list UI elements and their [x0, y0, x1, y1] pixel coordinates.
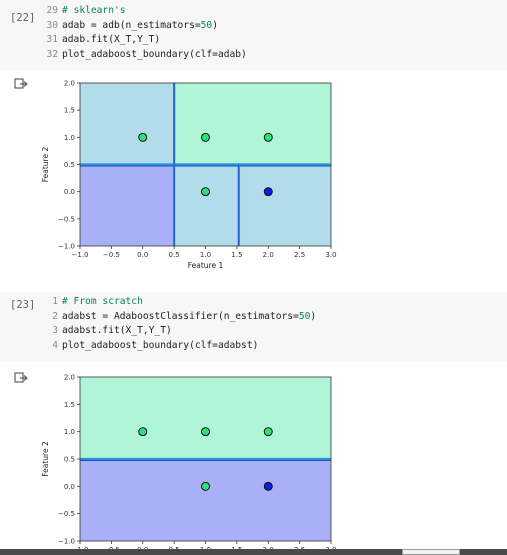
- y-tick-label: 1.5: [64, 401, 75, 409]
- decision-region: [80, 83, 175, 165]
- code-line[interactable]: 4 plot_adaboost_boundary(clf=adabst): [44, 340, 258, 354]
- decision-region: [80, 459, 331, 541]
- decision-region: [80, 377, 331, 459]
- data-point: [263, 481, 273, 491]
- decision-boundary-plot-sklearn: −1.0 −0.5 0.0 0.5 1.0 1.5 2.0 2.5 3.0 −1.0 −0.5 0.0…: [41, 80, 337, 271]
- code-line[interactable]: 30 adab = adb(n_estimators=50): [44, 20, 218, 34]
- status-bar-box: [402, 549, 460, 555]
- code-line[interactable]: 32 plot_adaboost_boundary(clf=adab): [44, 48, 247, 63]
- y-tick-label: 1.5: [64, 107, 75, 115]
- y-tick-label: 1.0: [64, 134, 75, 142]
- code-text: ): [310, 310, 317, 322]
- line-number: 2: [52, 310, 58, 322]
- y-tick-label: 2.0: [64, 374, 75, 382]
- y-tick-label: 2.0: [64, 80, 75, 88]
- line-number: 3: [52, 325, 58, 336]
- decision-region: [174, 164, 331, 246]
- x-tick-label: 3.0: [325, 251, 336, 259]
- y-tick-label: 0.0: [64, 483, 75, 491]
- data-point: [138, 427, 148, 437]
- x-tick-label: 2.5: [294, 251, 305, 259]
- execution-count: [23]: [10, 299, 36, 311]
- code-text: adab = adb(n_estimators=: [62, 19, 201, 31]
- code-number: 50: [298, 310, 311, 322]
- line-number: 31: [46, 34, 58, 45]
- data-point: [201, 187, 210, 197]
- line-number: 32: [46, 48, 58, 60]
- x-axis-label: Feature 1: [188, 261, 224, 270]
- status-bar: [0, 549, 507, 555]
- y-tick-label: 0.5: [64, 456, 75, 464]
- y-tick-label: 1.0: [64, 428, 75, 436]
- execution-count: [22]: [10, 12, 36, 24]
- output-arrow-icon[interactable]: [14, 372, 28, 384]
- y-tick-label: 0.0: [64, 188, 75, 196]
- y-tick-label: −0.5: [58, 510, 75, 518]
- decision-boundary-plot-scratch: −1.0−0.50.00.51.01.52.02.53.0−1.0−0.50.0…: [41, 374, 337, 555]
- data-point: [138, 132, 148, 142]
- code-cell-from-scratch[interactable]: [23] 1 # From scratch 2 adabst = AdaboostCl…: [0, 292, 507, 362]
- x-tick-label: 0.0: [137, 251, 148, 259]
- code-line[interactable]: 29 # sklearn's: [44, 5, 126, 19]
- code-text: ): [212, 19, 218, 31]
- code-text: adabst = AdaboostClassifier(n_estimators…: [62, 310, 299, 322]
- line-number: 4: [52, 339, 58, 351]
- line-number: 29: [46, 5, 58, 16]
- code-line[interactable]: 1 # From scratch: [44, 296, 143, 310]
- decision-region: [80, 164, 175, 246]
- x-tick-label: 0.5: [169, 251, 180, 259]
- code-number: 50: [200, 19, 213, 31]
- code-cell-sklearn[interactable]: [22] 29 # sklearn's 30 adab = adb(n_estimat…: [0, 0, 507, 70]
- y-tick-label: −0.5: [58, 215, 75, 223]
- x-tick-label: 2.0: [263, 251, 274, 259]
- code-line[interactable]: 31 adab.fit(X_T,Y_T): [44, 34, 160, 48]
- data-point: [201, 427, 210, 437]
- decision-region: [174, 83, 331, 165]
- x-tick-label: 1.5: [231, 251, 242, 259]
- y-axis-label: Feature 2: [41, 147, 50, 183]
- code-line[interactable]: 3 adabst.fit(X_T,Y_T): [44, 325, 172, 339]
- data-point: [263, 132, 273, 142]
- x-tick-label: 1.0: [200, 251, 211, 259]
- x-tick-label: −1.0: [72, 251, 89, 259]
- line-number: 1: [52, 296, 58, 307]
- code-text: adabst.fit(X_T,Y_T): [62, 325, 172, 336]
- data-point: [201, 132, 210, 142]
- data-point: [201, 481, 210, 491]
- code-comment: # sklearn's: [62, 5, 126, 16]
- code-text: plot_adaboost_boundary(clf=adab): [62, 48, 247, 60]
- code-text: plot_adaboost_boundary(clf=adabst): [62, 339, 259, 351]
- code-comment: # From scratch: [62, 296, 143, 307]
- y-axis-label: Feature 2: [41, 441, 50, 477]
- y-tick-label: −1.0: [58, 538, 75, 546]
- data-point: [263, 187, 273, 197]
- data-point: [263, 427, 273, 437]
- y-tick-label: 0.5: [64, 161, 75, 169]
- x-tick-label: −0.5: [103, 251, 120, 259]
- line-number: 30: [46, 19, 58, 31]
- code-line[interactable]: 2 adabst = AdaboostClassifier(n_estimator…: [44, 311, 316, 325]
- code-text: adab.fit(X_T,Y_T): [62, 34, 161, 45]
- y-tick-label: −1.0: [58, 243, 75, 251]
- output-arrow-icon[interactable]: [14, 78, 28, 90]
